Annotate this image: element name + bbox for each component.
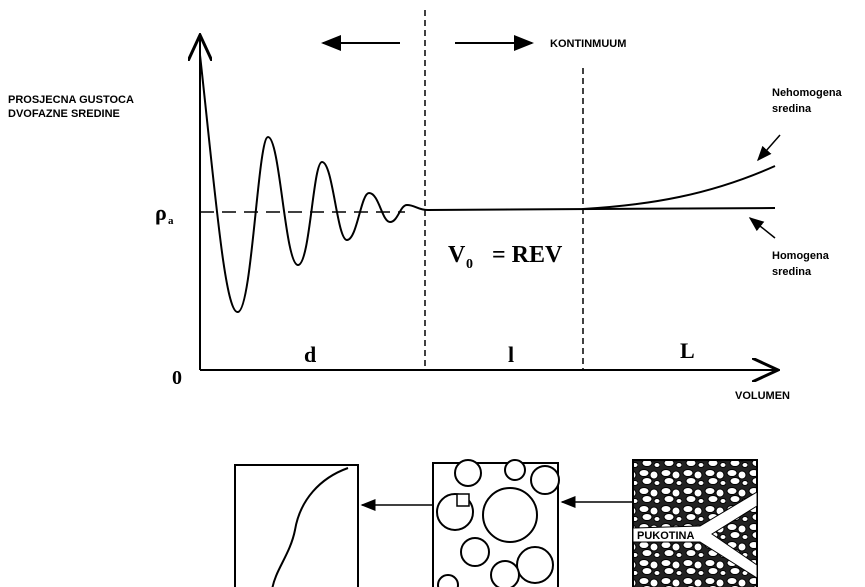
fracture-label: PUKOTINA [637, 530, 695, 542]
region-label: d [304, 342, 316, 367]
density-curve [200, 55, 775, 312]
fracture-box [633, 460, 757, 587]
curve-label: Nehomogena [772, 87, 843, 99]
region-label: l [508, 342, 514, 367]
curve-label: Homogena [772, 250, 830, 262]
heterogeneous-curve [583, 166, 775, 209]
arrow [758, 135, 780, 160]
density-symbol: ρ [155, 200, 167, 225]
sample-boxes [235, 460, 757, 587]
arrow [750, 218, 775, 238]
y-axis-label: PROSJECNA GUSTOCA [8, 94, 134, 106]
rev-symbol: V [448, 242, 466, 268]
origin: 0 [172, 367, 182, 389]
rev-text: = REV [492, 242, 563, 268]
region-label: L [680, 338, 695, 363]
diagram: KONTINMUUM PROSJECNA GUSTOCA DVOFAZNE SR… [0, 0, 865, 587]
rev-square [457, 494, 469, 506]
curve-label: sredina [772, 266, 812, 278]
graph [200, 10, 780, 370]
rev-subscript: 0 [466, 257, 473, 272]
x-axis-label: VOLUMEN [735, 390, 790, 402]
density-subscript: a [168, 215, 174, 227]
curve-label: sredina [772, 103, 812, 115]
y-axis-label: DVOFAZNE SREDINE [8, 108, 120, 120]
top-label: KONTINMUUM [550, 38, 626, 50]
